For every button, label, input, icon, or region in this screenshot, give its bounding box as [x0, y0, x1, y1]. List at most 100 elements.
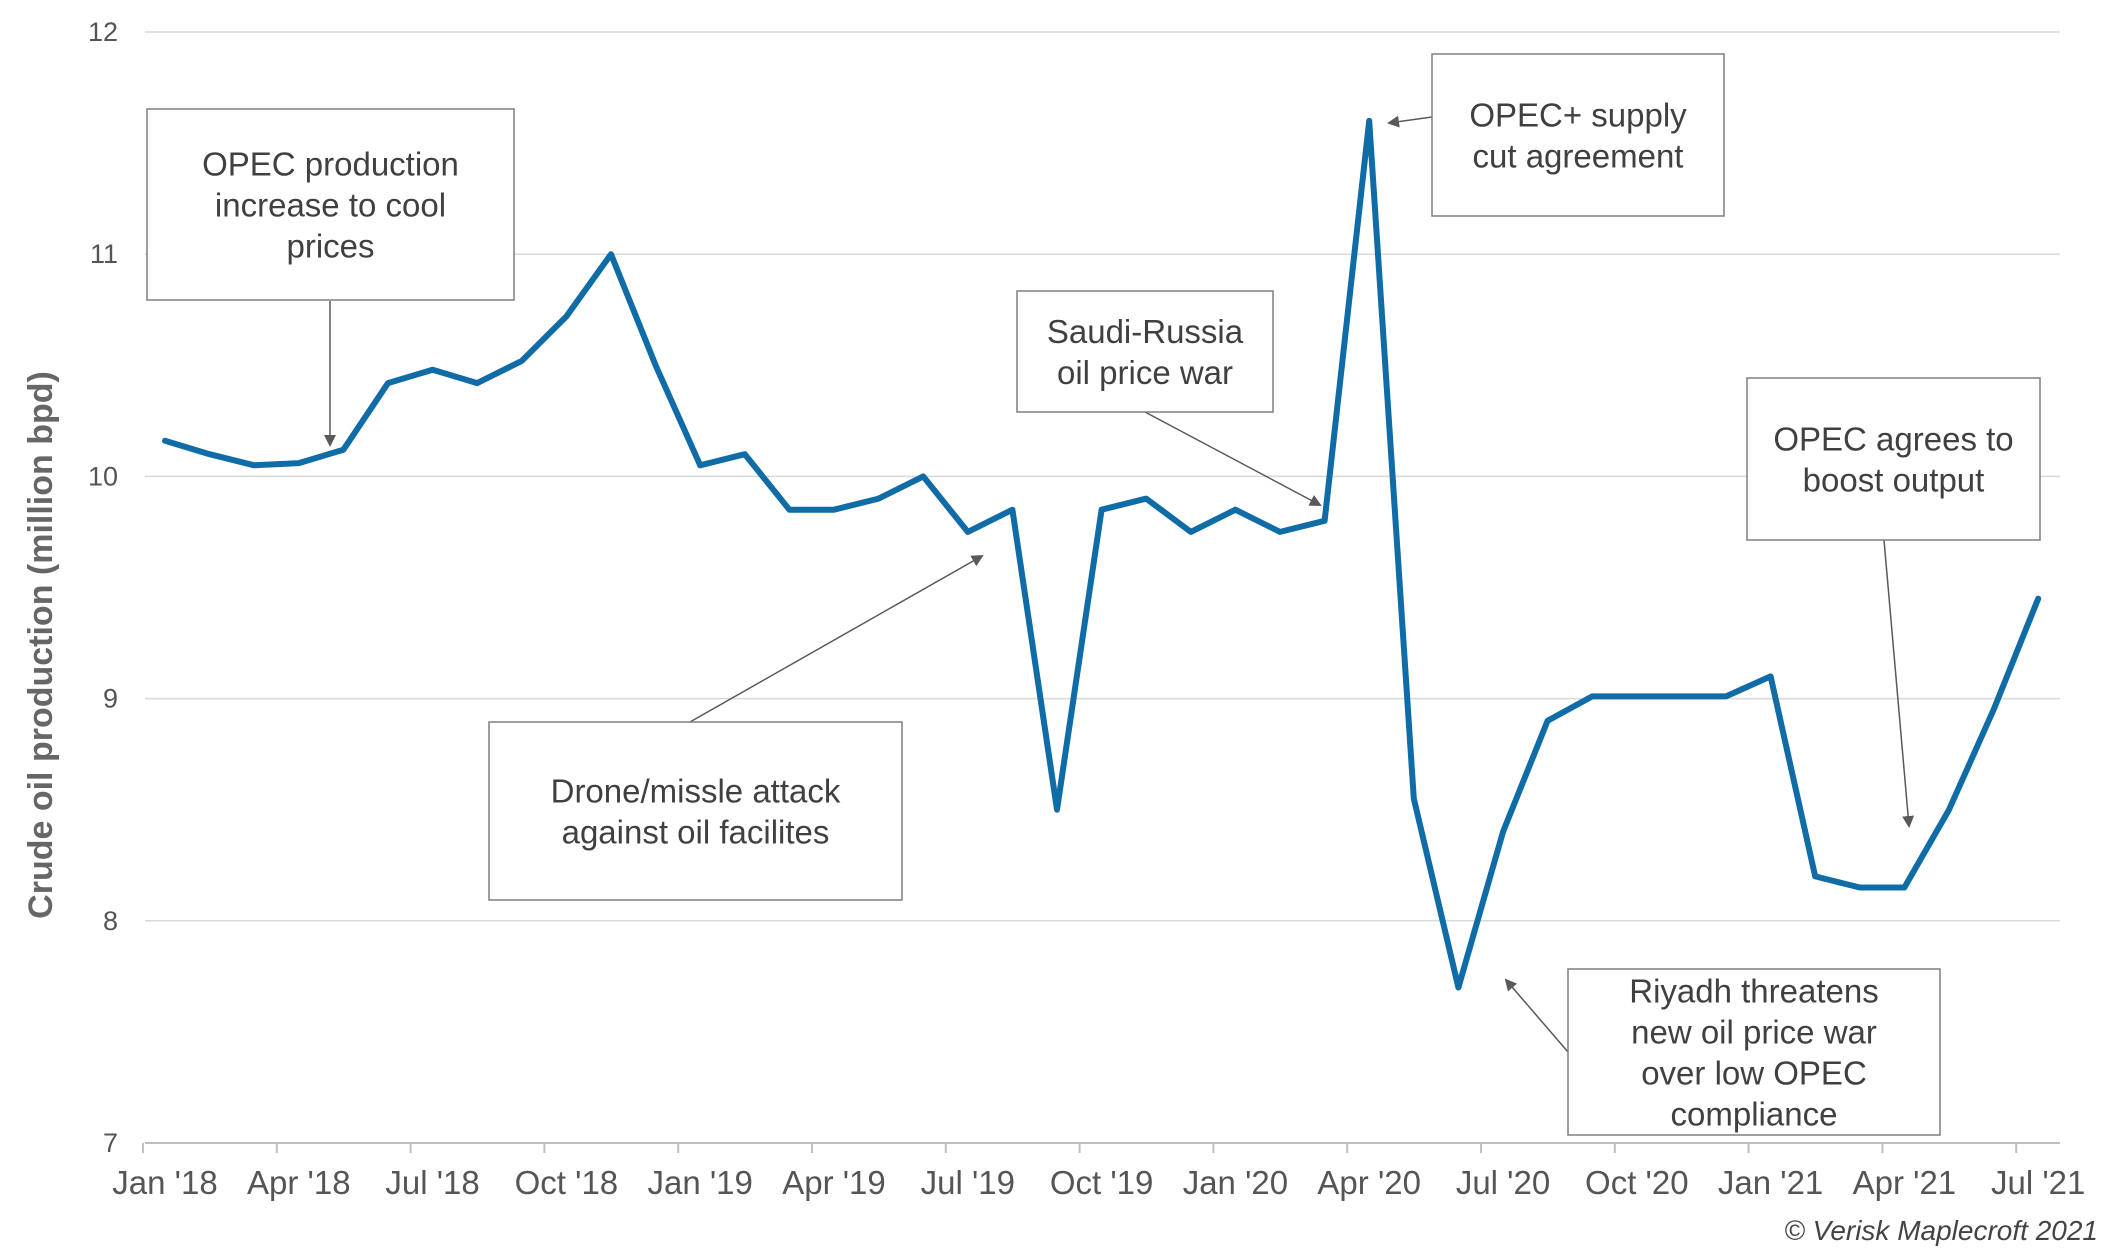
copyright-text: © Verisk Maplecroft 2021 — [1784, 1215, 2098, 1246]
annotations: OPEC production increase to cool prices Dro… — [146, 53, 2041, 1136]
annotation-text: new oil price war — [1631, 1014, 1877, 1051]
series-line — [162, 117, 2042, 991]
x-tick-label: Jul '18 — [385, 1164, 479, 1201]
data-point — [697, 462, 703, 468]
data-point — [1455, 984, 1461, 990]
data-point — [340, 447, 346, 453]
annotation-text: prices — [286, 228, 374, 265]
annotation-boost-output: OPEC agrees to boost output — [1746, 377, 2041, 828]
data-point — [1768, 673, 1774, 679]
annotation-text: Drone/missle attack — [551, 773, 841, 810]
annotation-text: over low OPEC — [1641, 1055, 1867, 1092]
annotation-box — [1567, 968, 1941, 1136]
data-point — [831, 507, 837, 513]
annotation-price-war: Saudi-Russia oil price war — [1016, 290, 1322, 506]
annotation-box — [1016, 290, 1274, 413]
axes: 7 8 9 10 11 12 Jan '18 Apr '18 Jul '18 Oct '18 Jan… — [88, 17, 2085, 1201]
data-point — [2035, 596, 2041, 602]
y-tick-label: 7 — [103, 1128, 118, 1158]
x-tick-label: Oct '20 — [1585, 1164, 1689, 1201]
annotation-box — [488, 721, 903, 901]
x-tick-label: Jan '21 — [1718, 1164, 1823, 1201]
annotation-text: OPEC production — [202, 146, 459, 183]
data-point — [207, 451, 213, 457]
x-tick-label: Oct '18 — [515, 1164, 619, 1201]
annotation-riyadh-threat: Riyadh threatens new oil price war over lo… — [1504, 968, 1941, 1136]
x-tick-label: Jan '20 — [1183, 1164, 1288, 1201]
data-point — [1188, 529, 1194, 535]
x-tick-label: Jul '19 — [921, 1164, 1015, 1201]
annotation-box — [146, 108, 515, 301]
annotation-text: against oil facilites — [562, 814, 830, 851]
x-tick-label: Jan '18 — [112, 1164, 217, 1201]
data-point — [1143, 496, 1149, 502]
annotation-arrow — [689, 555, 984, 723]
data-point — [786, 507, 792, 513]
x-tick-label: Jul '20 — [1456, 1164, 1550, 1201]
x-tick-label: Oct '19 — [1050, 1164, 1154, 1201]
data-point — [296, 460, 302, 466]
x-tick-label: Jan '19 — [648, 1164, 753, 1201]
annotation-arrow — [1387, 115, 1433, 128]
annotation-drone-attack: Drone/missle attack against oil facilites — [488, 555, 984, 901]
y-tick-label: 12 — [88, 17, 118, 47]
y-tick-label: 11 — [90, 239, 118, 269]
data-point — [1901, 884, 1907, 890]
data-point — [1678, 693, 1684, 699]
data-point — [563, 313, 569, 319]
annotation-text: Saudi-Russia — [1047, 313, 1244, 350]
annotation-opec-increase: OPEC production increase to cool prices — [146, 108, 515, 447]
data-point — [519, 358, 525, 364]
annotation-box — [1431, 53, 1725, 217]
data-point — [920, 473, 926, 479]
data-point — [1500, 829, 1506, 835]
annotation-text: OPEC+ supply — [1469, 97, 1687, 134]
data-point — [430, 367, 436, 373]
annotation-text: increase to cool — [215, 187, 446, 224]
annotation-text: Riyadh threatens — [1629, 973, 1878, 1010]
data-point — [162, 438, 168, 444]
y-tick-label: 8 — [103, 906, 118, 936]
data-point — [1277, 529, 1283, 535]
series-layer — [162, 117, 2042, 991]
data-point — [965, 529, 971, 535]
data-point — [608, 251, 614, 257]
data-point — [1634, 693, 1640, 699]
data-point — [653, 362, 659, 368]
annotation-text: cut agreement — [1473, 138, 1684, 175]
data-point — [474, 380, 480, 386]
annotation-text: compliance — [1671, 1096, 1838, 1133]
data-point — [385, 380, 391, 386]
annotation-box — [1746, 377, 2041, 541]
x-tick-label: Apr '20 — [1317, 1164, 1421, 1201]
annotation-arrow — [1144, 411, 1322, 506]
data-point — [251, 462, 257, 468]
x-tick-label: Jul '21 — [1991, 1164, 2085, 1201]
data-point — [1411, 796, 1417, 802]
annotation-supply-cut: OPEC+ supply cut agreement — [1387, 53, 1725, 217]
y-tick-label: 9 — [103, 684, 118, 714]
data-point — [1099, 507, 1105, 513]
data-point — [1009, 507, 1015, 513]
data-point — [1232, 507, 1238, 513]
x-tick-label: Apr '19 — [782, 1164, 886, 1201]
data-point — [1054, 807, 1060, 813]
x-tick-label: Apr '18 — [247, 1164, 351, 1201]
data-point — [1857, 884, 1863, 890]
data-point — [1991, 707, 1997, 713]
y-tick-label: 10 — [88, 461, 118, 491]
data-point — [1946, 807, 1952, 813]
data-point — [1812, 873, 1818, 879]
annotation-text: boost output — [1803, 462, 1985, 499]
x-tick-label: Apr '21 — [1853, 1164, 1957, 1201]
data-point — [1322, 518, 1328, 524]
data-point — [1723, 693, 1729, 699]
annotation-arrow — [1883, 539, 1915, 828]
data-point — [1545, 718, 1551, 724]
annotation-text: oil price war — [1057, 354, 1233, 391]
data-point — [742, 451, 748, 457]
y-axis-label: Crude oil production (million bpd) — [22, 371, 60, 919]
annotation-text: OPEC agrees to — [1773, 421, 2013, 458]
data-point — [1366, 118, 1372, 124]
